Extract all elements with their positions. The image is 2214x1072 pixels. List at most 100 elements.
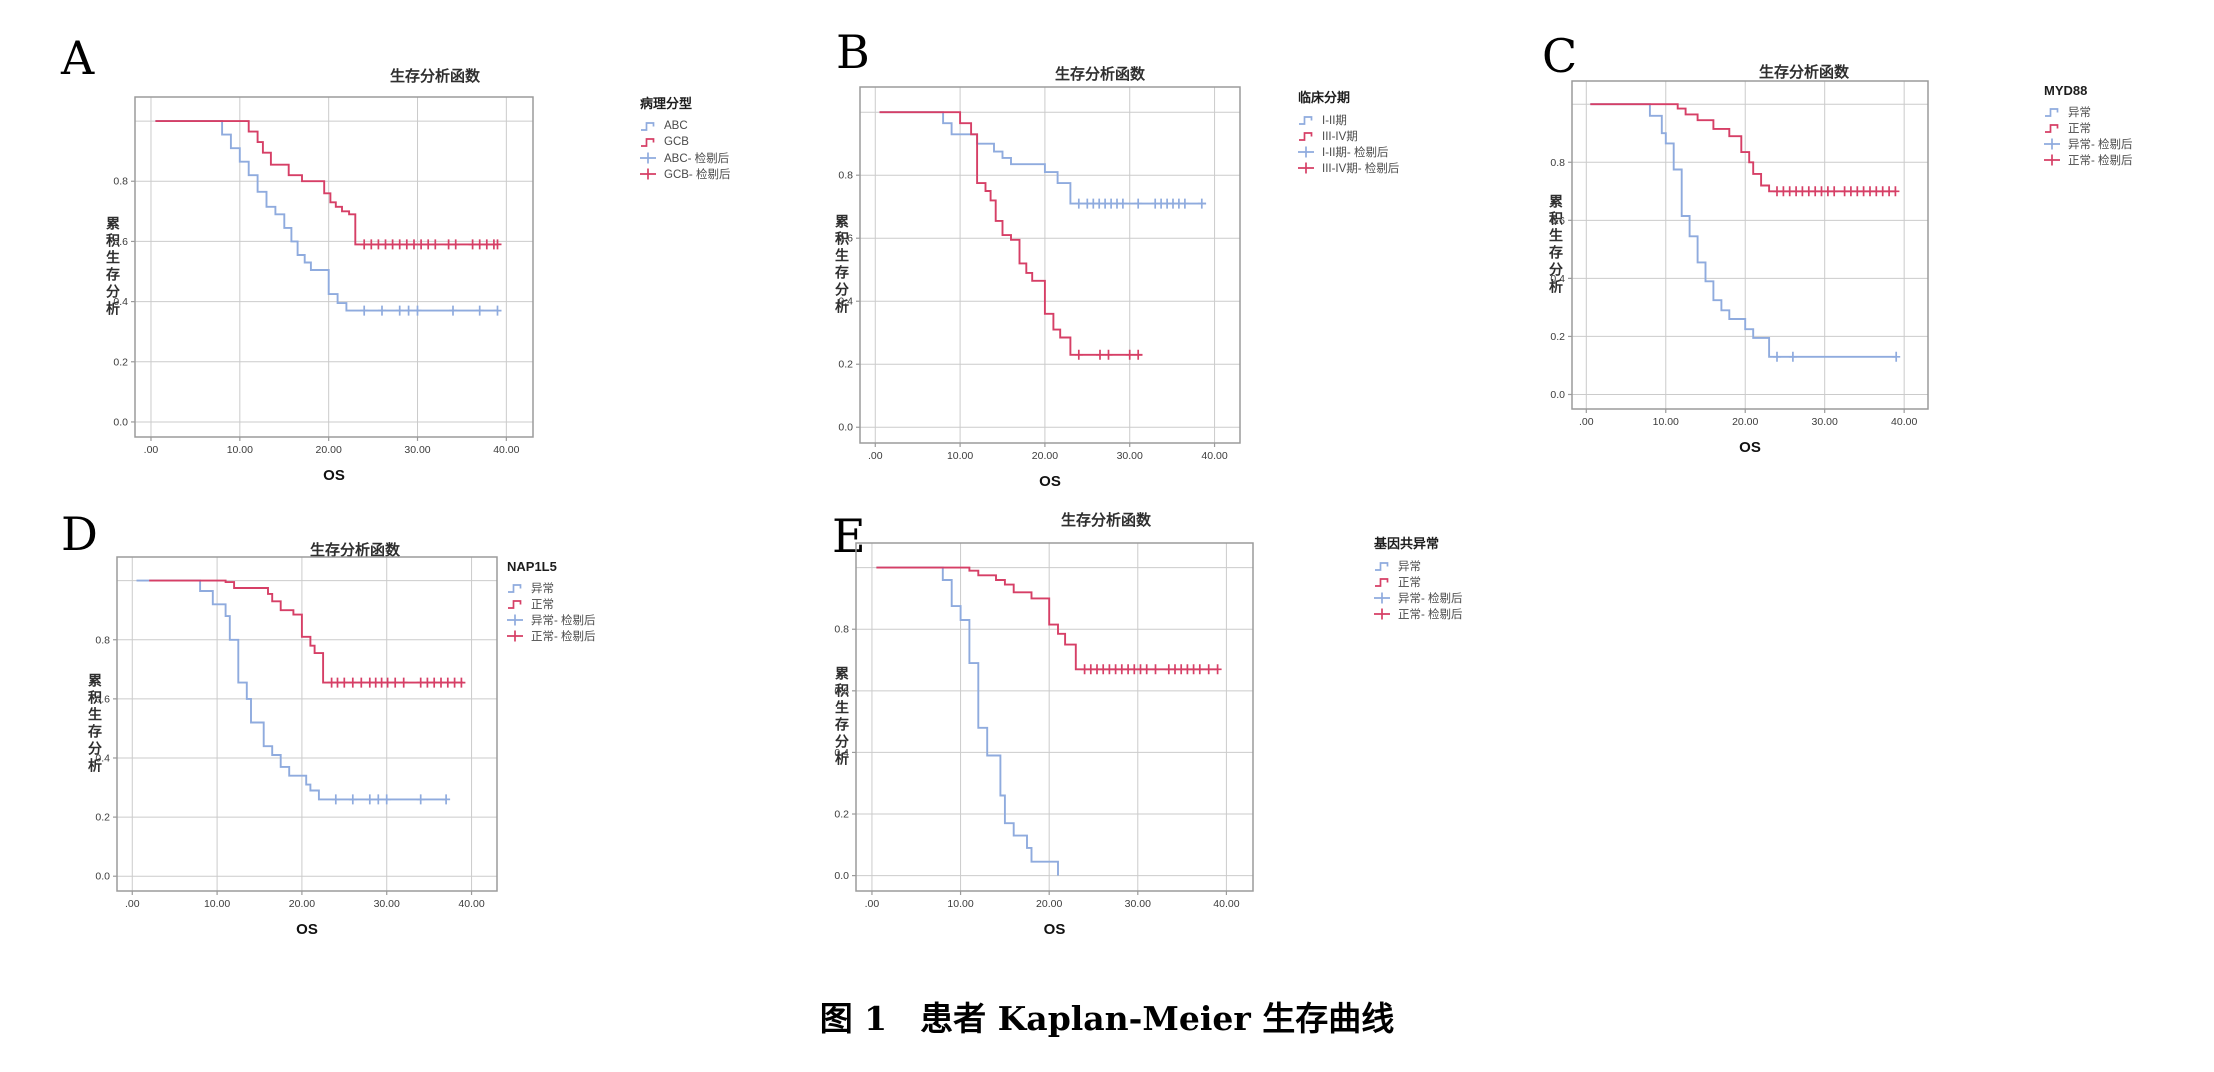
y-tick-label: 0.6	[95, 693, 110, 705]
step-line-marker-icon	[1299, 116, 1313, 125]
y-tick-label: 0.6	[838, 233, 853, 245]
chart-title: 生存分析函数	[309, 542, 401, 559]
x-tick-label: 20.00	[1036, 898, 1062, 910]
legend-item: ABC	[640, 118, 730, 134]
series-blue-curve	[136, 579, 447, 801]
x-tick-label: 40.00	[1201, 450, 1227, 462]
legend-item-label: 正常- 检剔后	[531, 631, 596, 643]
legend-item-label: 正常- 检剔后	[2068, 155, 2133, 167]
legend-item: 异常- 检剔后	[1374, 590, 1463, 606]
series-blue-curve	[155, 120, 498, 312]
censor-marks-red	[327, 677, 466, 688]
legend-item: 正常	[507, 596, 596, 612]
km-plot-d: .00 10.00 20.00 30.00 40.00 0.0 0.2 0.4 0.6 0.8	[95, 556, 498, 910]
y-tick-label: 0.6	[834, 685, 849, 697]
x-tick-label: .00	[1579, 416, 1594, 428]
x-tick-label: 20.00	[1032, 450, 1058, 462]
km-plot-e: .00 10.00 20.00 30.00 40.00 0.0 0.2 0.4 0.6 0.8	[834, 542, 1254, 910]
panel-c: C 生存分析函数 累积生存分析 .00 10.00 20.00 30.00 40.00 0…	[1538, 25, 2214, 477]
censored-cross-marker-icon	[640, 152, 656, 164]
y-tick-label: 0.0	[113, 416, 128, 428]
censor-marks-red	[1074, 349, 1143, 360]
panel-e: E 生存分析函数 累积生存分析 .00 10.00 20.00 30.00 40.00 0…	[828, 505, 1520, 983]
legend-title: NAP1L5	[507, 559, 557, 574]
series-red-curve	[879, 111, 1143, 356]
km-plot-c: .00 10.00 20.00 30.00 40.00 0.0 0.2 0.4 0.6 0.8	[1550, 80, 1929, 428]
tick-labels: .00 10.00 20.00 30.00 40.00 0.0 0.2 0.4 0.6 0.8	[1550, 157, 1917, 428]
chart-title: 生存分析函数	[1060, 512, 1152, 529]
legend-item-label: 异常- 检剔后	[1398, 593, 1463, 605]
censor-marks-blue	[360, 305, 502, 316]
legend-title: 临床分期	[1298, 90, 1351, 105]
censor-marks-blue	[1773, 351, 1901, 362]
series-red-curve	[876, 566, 1218, 671]
x-tick-label: 20.00	[316, 444, 342, 456]
axis-ticks	[113, 639, 473, 895]
tick-labels: .00 10.00 20.00 30.00 40.00 0.0 0.2 0.4 0.6 0.8	[838, 170, 1227, 462]
y-axis-label: 累积生存分析	[834, 214, 850, 316]
step-line-marker-icon	[1375, 562, 1389, 571]
legend-item: GCB	[640, 134, 730, 150]
x-tick-label: 30.00	[404, 444, 430, 456]
y-tick-label: 0.2	[1550, 331, 1565, 343]
plot-frame	[134, 96, 534, 438]
legend-item: I-II期	[1298, 112, 1399, 128]
y-axis-label: 累积生存分析	[1548, 194, 1564, 296]
legend-item-label: III-IV期	[1322, 131, 1358, 143]
step-line-marker-icon	[508, 600, 522, 609]
y-tick-label: 0.8	[838, 170, 853, 182]
x-tick-label: .00	[144, 444, 159, 456]
censored-cross-marker-icon	[1374, 592, 1390, 604]
censored-cross-marker-icon	[507, 630, 523, 642]
x-tick-label: .00	[865, 898, 880, 910]
tick-labels: .00 10.00 20.00 30.00 40.00 0.0 0.2 0.4 0.6 0.8	[95, 634, 484, 910]
y-tick-label: 0.8	[834, 624, 849, 636]
gridlines	[1572, 81, 1928, 409]
x-tick-label: 30.00	[374, 898, 400, 910]
axis-ticks	[852, 628, 1228, 895]
y-tick-label: 0.4	[113, 296, 128, 308]
x-tick-label: 20.00	[1732, 416, 1758, 428]
censored-cross-marker-icon	[640, 168, 656, 180]
panel-letter-b: B	[836, 25, 870, 79]
step-line-marker-icon	[641, 138, 655, 147]
legend-item: III-IV期- 检剔后	[1298, 160, 1399, 176]
legend-item-label: GCB	[664, 136, 689, 148]
panel-letter-d: D	[61, 507, 98, 561]
y-tick-label: 0.4	[834, 747, 849, 759]
gridlines	[135, 97, 533, 437]
legend: 临床分期 I-II期 III-IV期 I-II期- 检剔后 III-IV期- 检…	[1298, 87, 1399, 176]
legend-title: 基因共异常	[1374, 536, 1440, 551]
y-tick-label: 0.0	[95, 871, 110, 883]
y-tick-label: 0.6	[113, 236, 128, 248]
legend-title: MYD88	[2044, 83, 2088, 98]
series-blue-curve	[876, 566, 1059, 876]
tick-labels: .00 10.00 20.00 30.00 40.00 0.0 0.2 0.4 0.6 0.8	[113, 176, 519, 456]
y-tick-label: 0.2	[113, 356, 128, 368]
panel-letter-c: C	[1542, 29, 1578, 83]
x-tick-label: 10.00	[227, 444, 253, 456]
step-line-marker-icon	[508, 584, 522, 593]
censored-cross-marker-icon	[1298, 162, 1314, 174]
legend-item-label: GCB- 检剔后	[664, 169, 731, 181]
step-line-marker-icon	[1299, 132, 1313, 141]
legend-item-label: 异常- 检剔后	[531, 615, 596, 627]
y-tick-label: 0.6	[1550, 215, 1565, 227]
x-tick-label: 10.00	[1653, 416, 1679, 428]
series-red-curve	[149, 579, 464, 684]
legend-item: III-IV期	[1298, 128, 1399, 144]
series-blue-curve	[879, 111, 1207, 205]
x-axis-label: OS	[296, 921, 318, 938]
legend-item: I-II期- 检剔后	[1298, 144, 1399, 160]
chart-title: 生存分析函数	[1758, 64, 1850, 81]
censored-cross-marker-icon	[507, 614, 523, 626]
axis-ticks	[1568, 161, 1905, 413]
censor-marks-blue	[331, 794, 451, 805]
legend-item-label: 正常	[531, 599, 554, 611]
step-line-marker-icon	[641, 122, 655, 131]
legend-item-label: III-IV期- 检剔后	[1322, 163, 1400, 175]
legend-item-label: I-II期	[1322, 115, 1347, 127]
legend-item: 正常	[2044, 120, 2133, 136]
x-tick-label: 40.00	[458, 898, 484, 910]
y-axis-label: 累积生存分析	[834, 666, 850, 768]
